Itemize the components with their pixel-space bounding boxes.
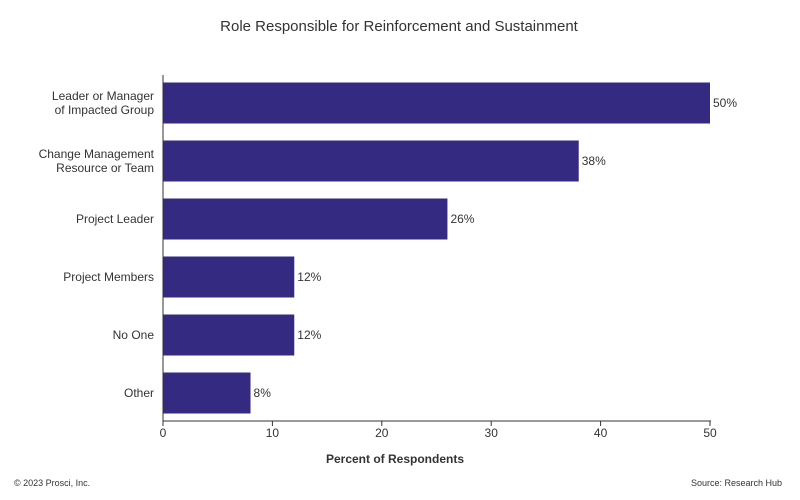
x-tick-label: 10 — [266, 426, 280, 440]
category-label-line: Other — [124, 386, 154, 400]
category-label-line: of Impacted Group — [55, 103, 155, 117]
category-label: Leader or Manager of Impacted Group — [52, 89, 154, 117]
category-labels: Leader or Manager of Impacted Group Change… — [39, 89, 155, 400]
value-label: 12% — [297, 270, 321, 284]
category-label: Project Leader — [76, 212, 154, 226]
x-tick-label: 0 — [160, 426, 167, 440]
bar — [163, 256, 295, 298]
axes: 0 10 20 30 40 50 — [160, 75, 717, 440]
chart-title: Role Responsible for Reinforcement and S… — [220, 18, 579, 35]
value-label: 12% — [297, 328, 321, 342]
category-label: Other — [124, 386, 154, 400]
category-label-line: No One — [113, 328, 155, 342]
x-tick-label: 50 — [703, 426, 717, 440]
category-label-line: Change Management — [39, 147, 155, 161]
x-tick-label: 40 — [594, 426, 608, 440]
category-label-line: Resource or Team — [56, 161, 154, 175]
category-label-line: Leader or Manager — [52, 89, 154, 103]
category-label: Change Management Resource or Team — [39, 147, 155, 175]
bar — [163, 198, 448, 240]
value-label: 50% — [713, 96, 737, 110]
category-label-line: Project Members — [63, 270, 154, 284]
category-label-line: Project Leader — [76, 212, 154, 226]
bars-group — [163, 82, 710, 414]
category-label: No One — [113, 328, 155, 342]
bar — [163, 314, 295, 356]
x-axis-title: Percent of Respondents — [326, 452, 464, 466]
category-label: Project Members — [63, 270, 154, 284]
bar — [163, 140, 579, 182]
copyright-text: © 2023 Prosci, Inc. — [14, 478, 91, 488]
value-label: 8% — [254, 386, 272, 400]
bar — [163, 372, 251, 414]
x-tick-label: 30 — [485, 426, 499, 440]
bar — [163, 82, 710, 124]
value-label: 38% — [582, 154, 606, 168]
source-text: Source: Research Hub — [690, 478, 782, 488]
value-labels: 50% 38% 26% 12% 12% 8% — [254, 96, 738, 400]
x-tick-label: 20 — [375, 426, 389, 440]
value-label: 26% — [450, 212, 474, 226]
